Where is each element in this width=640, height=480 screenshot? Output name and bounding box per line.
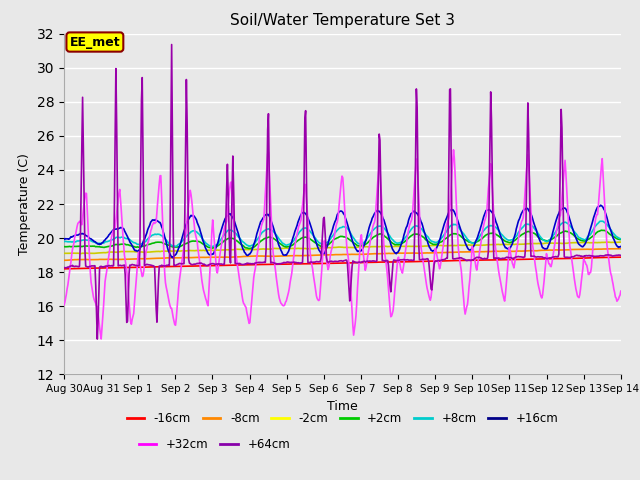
Line: +16cm: +16cm xyxy=(64,205,621,258)
Title: Soil/Water Temperature Set 3: Soil/Water Temperature Set 3 xyxy=(230,13,455,28)
-2cm xyxy=(411,243,419,249)
+8cm xyxy=(428,238,435,244)
+16cm xyxy=(597,202,605,208)
+2cm xyxy=(127,243,135,249)
+16cm xyxy=(214,239,222,245)
+16cm xyxy=(60,236,68,242)
-2cm xyxy=(60,251,68,256)
+32cm xyxy=(617,288,625,294)
+2cm xyxy=(411,231,419,237)
Line: -2cm: -2cm xyxy=(64,242,621,253)
-2cm xyxy=(428,242,435,248)
+16cm xyxy=(168,255,176,261)
+16cm xyxy=(411,209,419,215)
-8cm xyxy=(60,257,68,263)
-16cm xyxy=(60,266,68,272)
-16cm xyxy=(127,264,135,270)
Text: EE_met: EE_met xyxy=(70,36,120,48)
-2cm xyxy=(128,249,136,254)
+64cm xyxy=(428,287,436,293)
-2cm xyxy=(77,251,85,256)
+64cm xyxy=(70,264,78,269)
-8cm xyxy=(410,250,418,256)
-8cm xyxy=(214,254,221,260)
-2cm xyxy=(214,247,222,253)
+64cm xyxy=(128,262,136,267)
-2cm xyxy=(185,248,193,253)
Line: +32cm: +32cm xyxy=(64,150,621,339)
+32cm xyxy=(60,302,68,308)
-16cm xyxy=(617,254,625,260)
-8cm xyxy=(426,250,434,256)
-8cm xyxy=(617,246,625,252)
+64cm xyxy=(412,154,419,160)
+16cm xyxy=(185,216,193,222)
+32cm xyxy=(97,336,105,342)
+32cm xyxy=(214,265,222,271)
+8cm xyxy=(597,218,605,224)
-16cm xyxy=(70,266,78,272)
+64cm xyxy=(186,260,193,266)
+16cm xyxy=(70,233,78,239)
+64cm xyxy=(215,261,223,267)
+16cm xyxy=(127,241,135,247)
+2cm xyxy=(214,243,221,249)
-16cm xyxy=(410,259,418,264)
-16cm xyxy=(426,258,434,264)
+2cm xyxy=(184,240,192,246)
+8cm xyxy=(60,239,68,244)
-2cm xyxy=(617,239,625,245)
+8cm xyxy=(617,236,625,241)
+8cm xyxy=(214,240,222,246)
-16cm xyxy=(184,264,192,269)
-8cm xyxy=(70,257,78,263)
+2cm xyxy=(617,237,625,242)
+16cm xyxy=(617,243,625,249)
Line: +8cm: +8cm xyxy=(64,221,621,246)
X-axis label: Time: Time xyxy=(327,400,358,413)
-16cm xyxy=(214,263,221,268)
-2cm xyxy=(70,250,78,256)
Line: -8cm: -8cm xyxy=(64,249,621,260)
+64cm xyxy=(168,42,175,48)
+2cm xyxy=(598,228,605,233)
Y-axis label: Temperature (C): Temperature (C) xyxy=(18,153,31,255)
+8cm xyxy=(127,238,135,244)
+64cm xyxy=(93,336,101,342)
+2cm xyxy=(70,243,78,249)
-8cm xyxy=(127,256,135,262)
-8cm xyxy=(184,255,192,261)
+32cm xyxy=(185,201,193,207)
+64cm xyxy=(617,252,625,258)
+8cm xyxy=(184,232,192,238)
+2cm xyxy=(428,240,435,246)
+32cm xyxy=(428,294,435,300)
+8cm xyxy=(70,239,78,245)
+32cm xyxy=(411,177,419,183)
+16cm xyxy=(428,247,435,253)
+32cm xyxy=(70,240,78,245)
Line: +2cm: +2cm xyxy=(64,230,621,249)
Line: +64cm: +64cm xyxy=(64,45,621,339)
+32cm xyxy=(450,147,458,153)
+64cm xyxy=(60,265,68,271)
+8cm xyxy=(411,223,419,229)
+2cm xyxy=(245,246,253,252)
Legend: +32cm, +64cm: +32cm, +64cm xyxy=(134,433,295,456)
Line: -16cm: -16cm xyxy=(64,257,621,269)
+8cm xyxy=(208,243,216,249)
+2cm xyxy=(60,244,68,250)
+32cm xyxy=(128,317,136,323)
